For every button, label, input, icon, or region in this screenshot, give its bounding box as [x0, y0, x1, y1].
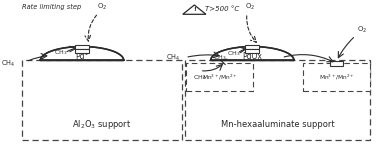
Bar [22, 60, 182, 141]
Bar [75, 45, 89, 49]
Polygon shape [211, 47, 294, 60]
Bar [185, 60, 370, 141]
Text: O$_2$: O$_2$ [245, 2, 256, 12]
Text: O$_2$: O$_2$ [97, 2, 107, 12]
Text: Rate limiting step: Rate limiting step [22, 4, 82, 10]
Text: CH$_3$: CH$_3$ [54, 48, 68, 57]
Text: !: ! [193, 7, 196, 12]
Text: Mn$^{3+}$/Mn$^{2+}$: Mn$^{3+}$/Mn$^{2+}$ [319, 72, 355, 82]
Bar [245, 49, 259, 53]
Bar [330, 61, 344, 66]
Text: O$_2$: O$_2$ [357, 25, 367, 35]
Bar [303, 63, 370, 91]
Bar [245, 45, 259, 49]
Bar [75, 49, 89, 53]
Polygon shape [40, 47, 124, 60]
Text: Pd°: Pd° [75, 52, 89, 61]
Text: Mn-hexaaluminate support: Mn-hexaaluminate support [221, 120, 335, 129]
Text: Al$_2$O$_3$ support: Al$_2$O$_3$ support [72, 118, 132, 131]
Text: PdOx: PdOx [242, 52, 262, 61]
Text: CH$_4$: CH$_4$ [1, 59, 15, 69]
Text: CH$_3$: CH$_3$ [213, 53, 226, 62]
Text: CH$_4$: CH$_4$ [193, 73, 207, 82]
Text: CH$_4$: CH$_4$ [166, 53, 180, 63]
Text: Mn$^{3+}$/Mn$^{2+}$: Mn$^{3+}$/Mn$^{2+}$ [201, 72, 237, 82]
Text: T>500 °C: T>500 °C [205, 6, 240, 12]
Bar [186, 63, 253, 91]
Text: CH$_3$: CH$_3$ [227, 49, 240, 58]
